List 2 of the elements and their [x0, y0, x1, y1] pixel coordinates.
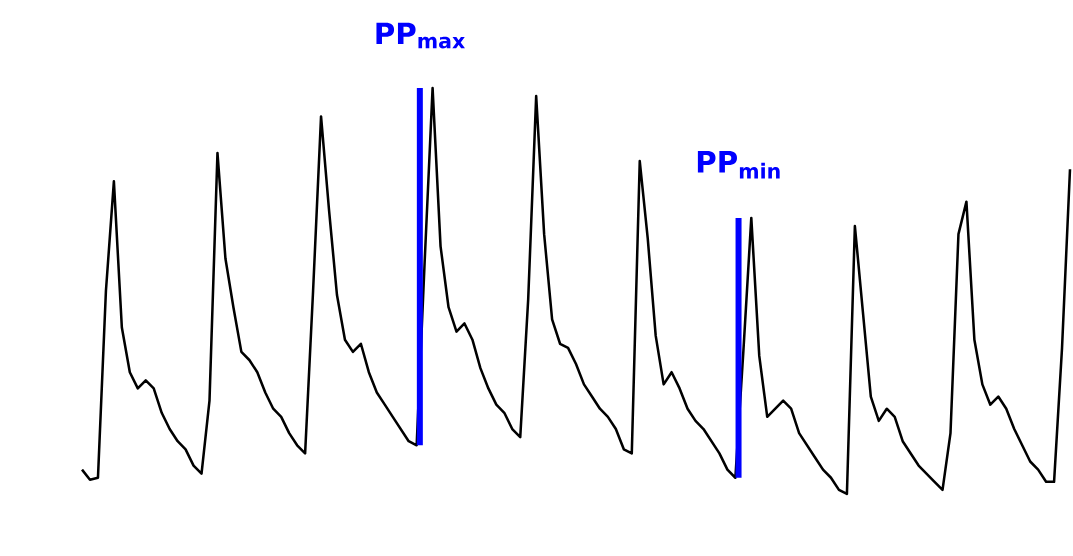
- text: PP$_{max}$: [376, 22, 465, 49]
- annotation: PP$_{min}$: [697, 151, 780, 179]
